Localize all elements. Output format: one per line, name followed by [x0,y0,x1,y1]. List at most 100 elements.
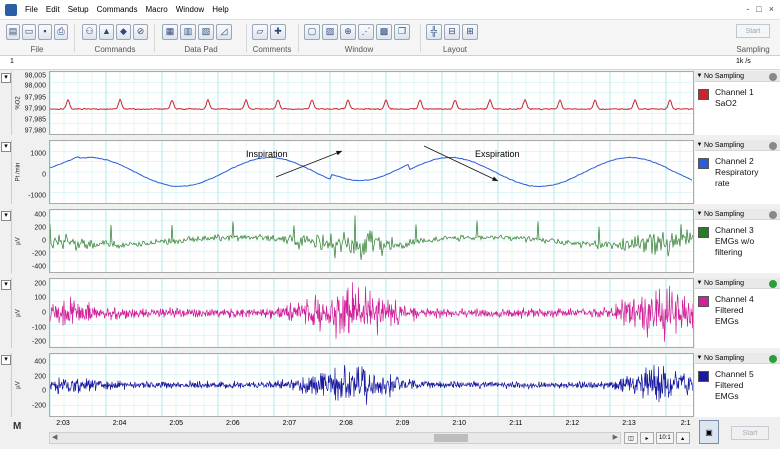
channel-info: ▼ No Sampling Channel 2 Respiratory rate [695,140,780,204]
save-icon[interactable]: ▪ [38,23,52,40]
channel-plot[interactable]: Inspiration Exspiration [49,140,694,204]
channel-label-line: Filtered [715,380,744,390]
dropdown-arrow-icon: ▼ [696,280,703,286]
toolbar: ▤ ▭ ▪ ⎙ File ⚇ ▲ ◆ ⊘ Commands ▦ ▥ ▧ ◿ Da… [0,20,780,56]
layout-grid-icon[interactable]: ╬ [426,23,442,40]
time-tick-label: 2:05 [169,420,183,427]
channel-color-swatch[interactable] [698,89,709,100]
status-indicator-icon [769,355,777,363]
new-file-icon[interactable]: ▤ [6,23,20,40]
channel-color-swatch[interactable] [698,158,709,169]
window-xy-icon[interactable]: ⋰ [358,23,374,40]
zoom-fit-icon[interactable]: ▸ [640,432,654,444]
scroll-left-icon[interactable]: ◀ [52,434,58,441]
sampling-status[interactable]: ▼ No Sampling [695,353,780,364]
minimize-button[interactable]: - [746,4,750,14]
zoom-level[interactable]: 10:1 [656,432,674,444]
channel-4-trace [50,279,693,347]
channel-side-controls: ▾ [0,278,12,348]
layout-add-icon[interactable]: ⊞ [462,23,478,40]
bottom-start-button[interactable]: Start [731,426,769,440]
sampling-status[interactable]: ▼ No Sampling [695,278,780,289]
toolbar-group-layout: ╬ ⊟ ⊞ Layout [426,22,484,54]
print-icon[interactable]: ⎙ [54,23,68,40]
signal-trace [50,215,693,260]
horizontal-scrollbar[interactable]: ◀ ▶ [49,432,621,444]
channel-label-line: Filtered [715,305,744,315]
channel-plot[interactable] [49,353,694,417]
tick-label: 0 [42,237,46,245]
toolbar-label-window: Window [344,45,374,54]
menu-setup[interactable]: Setup [67,5,89,14]
datapad-chart-icon[interactable]: ◿ [216,23,232,40]
channel-label-line: SaO2 [715,98,737,108]
panel-toggle-icon[interactable]: ▣ [699,420,719,444]
window-copy-icon[interactable]: ❐ [394,23,410,40]
channel-label-line: Respiratory [715,167,759,177]
channel-menu-button[interactable]: ▾ [1,73,11,83]
channel-unit-text: µV [15,381,22,389]
maximize-button[interactable]: □ [756,4,762,14]
channel-menu-button[interactable]: ▾ [1,211,11,221]
start-button[interactable]: Start [736,24,770,38]
channel-plot[interactable] [49,278,694,348]
menu-macro[interactable]: Macro [145,5,168,14]
scrollbar-thumb[interactable] [434,434,468,442]
marker-icon[interactable]: M [13,421,22,432]
channel-plot[interactable] [49,209,694,273]
sample-rate-select[interactable]: 1k /s [736,58,751,65]
clear-icon[interactable]: ◆ [116,23,131,40]
toolbar-label-layout: Layout [442,45,468,54]
channel-3: ▾ µV 400 200 0 -200 -400 ▼ No Sampling Ch… [0,209,780,273]
sampling-status[interactable]: ▼ No Sampling [695,140,780,151]
window-chart-icon[interactable]: ▨ [322,23,338,40]
window-image-icon[interactable]: ▩ [376,23,392,40]
channel-menu-button[interactable]: ▾ [1,355,11,365]
zoom-out-icon[interactable]: ◫ [624,432,638,444]
window-zoom-icon[interactable]: ⊕ [340,23,356,40]
layout-split-icon[interactable]: ⊟ [444,23,460,40]
channel-color-swatch[interactable] [698,296,709,307]
channel-color-swatch[interactable] [698,227,709,238]
binoculars-icon[interactable]: ⚇ [82,23,97,40]
menu-file[interactable]: File [25,5,38,14]
menu-window[interactable]: Window [175,5,205,14]
comment-folder-icon[interactable]: ▱ [252,23,268,40]
channel-label-line: Channel 3 [715,225,754,235]
open-file-icon[interactable]: ▭ [22,23,36,40]
zoom-in-icon[interactable]: ▴ [675,432,690,444]
tick-label: 0 [42,309,46,317]
scroll-right-icon[interactable]: ▶ [612,434,618,441]
close-button[interactable]: × [768,4,774,14]
channel-menu-button[interactable]: ▾ [1,142,11,152]
annotation-expiration: Exspiration [475,149,520,159]
channel-plot[interactable] [49,71,694,135]
channel-side-controls: ▾ [0,71,12,135]
menu-commands[interactable]: Commands [96,5,138,14]
channel-menu-button[interactable]: ▾ [1,280,11,290]
tick-label: 400 [34,211,46,219]
sampling-status[interactable]: ▼ No Sampling [695,209,780,220]
toolbar-divider [420,24,421,52]
tick-label: -200 [31,402,46,410]
cancel-icon[interactable]: ⊘ [133,23,148,40]
toolbar-label-datapad: Data Pad [184,45,218,54]
window-blank-icon[interactable]: ▢ [304,23,320,40]
datapad-icon[interactable]: ▦ [162,23,178,40]
channel-ticks: 1000 0 -1000 [22,140,48,204]
datapad-columns-icon[interactable]: ▥ [180,23,196,40]
comment-add-icon[interactable]: ✚ [270,23,286,40]
sampling-status[interactable]: ▼ No Sampling [695,71,780,82]
time-tick-label: 2:03 [56,420,70,427]
tick-label: -200 [31,250,46,258]
datapad-edit-icon[interactable]: ▧ [198,23,214,40]
marker-icon[interactable]: ▲ [99,23,114,40]
channel-label: Channel 1 SaO2 [715,87,754,109]
menu-edit[interactable]: Edit [45,5,60,14]
channel-color-swatch[interactable] [698,371,709,382]
toolbar-group-window: ▢ ▨ ⊕ ⋰ ▩ ❐ Window [304,22,414,54]
menu-help[interactable]: Help [212,5,229,14]
toolbar-label-file: File [30,45,44,54]
channel-label: Channel 2 Respiratory rate [715,156,758,189]
toolbar-label-comments: Comments [252,45,292,54]
